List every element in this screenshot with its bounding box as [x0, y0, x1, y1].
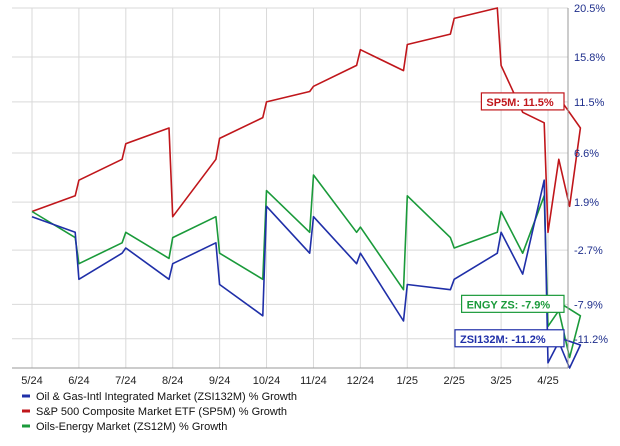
x-tick-label: 10/24	[253, 375, 281, 387]
x-tick-label: 11/24	[300, 375, 327, 387]
y-tick-label: 6.6%	[574, 148, 599, 160]
y-tick-label: 15.8%	[574, 52, 605, 64]
legend-entry: Oil & Gas-Intl Integrated Market (ZSI132…	[36, 391, 297, 403]
x-tick-label: 3/25	[490, 375, 511, 387]
callout-box	[480, 92, 565, 111]
series-line-1	[31, 7, 582, 234]
callout-box	[461, 294, 565, 313]
y-tick-label: 1.9%	[574, 197, 599, 209]
x-axis: 5/24 6/24 7/24 8/24 9/24 10/24 11/24 12/24 1/25 2…	[12, 367, 568, 387]
y-tick-label: -2.7%	[574, 245, 603, 257]
series-line-0	[31, 179, 582, 369]
callout-label: ENGY ZS: -7.9%	[467, 299, 551, 311]
legend: Oil & Gas-Intl Integrated Market (ZSI132…	[22, 391, 297, 433]
x-tick-label: 6/24	[68, 375, 89, 387]
x-tick-label: 5/24	[21, 375, 42, 387]
callout-box	[454, 329, 565, 348]
y-tick-label: 11.5%	[574, 97, 605, 109]
grid	[12, 7, 568, 368]
callout-label: SP5M: 11.5%	[486, 97, 553, 109]
legend-entry: Oils-Energy Market (ZS12M) % Growth	[36, 421, 227, 433]
x-tick-label: 12/24	[347, 375, 375, 387]
legend-entry: S&P 500 Composite Market ETF (SP5M) % Gr…	[36, 406, 287, 418]
x-tick-label: 7/24	[115, 375, 136, 387]
callout-label: ZSI132M: -11.2%	[460, 334, 546, 346]
x-tick-label: 9/24	[209, 375, 230, 387]
x-tick-label: 8/24	[162, 375, 183, 387]
plot-background	[12, 8, 568, 368]
y-axis: 20.5% 15.8% 11.5% 6.6% 1.9% -2.7% -7.9% -11.2%	[567, 3, 608, 368]
x-tick-label: 1/25	[397, 375, 418, 387]
y-tick-label: -11.2%	[574, 334, 608, 346]
y-tick-label: 20.5%	[574, 3, 605, 15]
y-tick-label: -7.9%	[574, 299, 603, 311]
callouts: SP5M: 11.5% ENGY ZS: -7.9% ZSI132M: -11.2%	[454, 92, 565, 348]
x-tick-label: 4/25	[537, 375, 558, 387]
x-tick-label: 2/25	[443, 375, 464, 387]
series-layer	[31, 7, 582, 369]
